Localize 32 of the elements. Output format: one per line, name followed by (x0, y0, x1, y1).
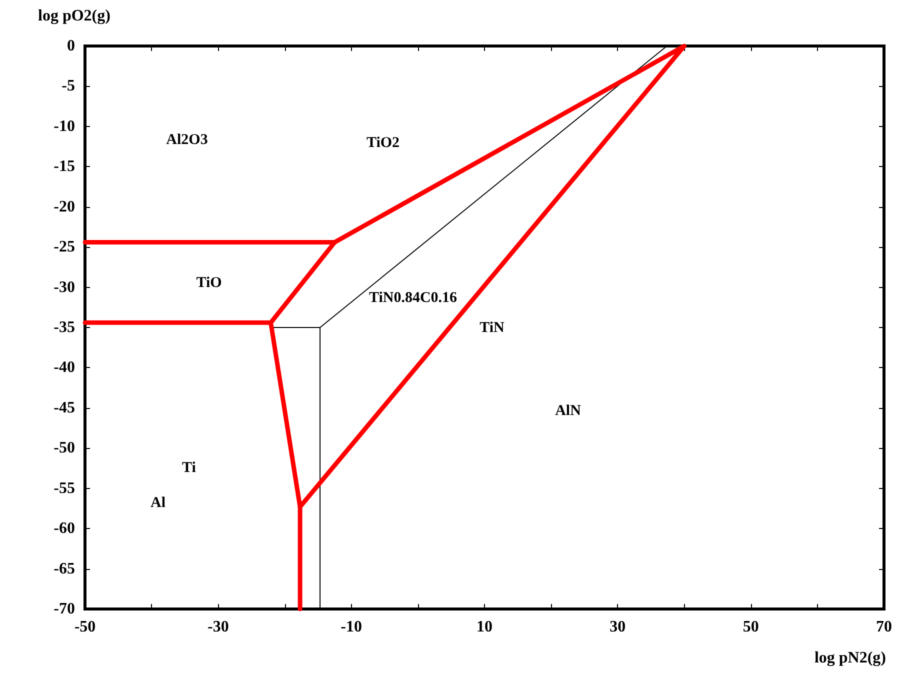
x-tick-label: 30 (610, 618, 626, 636)
x-tick-label: 10 (476, 618, 492, 636)
y-tick-label: -70 (54, 600, 75, 618)
annotation: Ti (182, 460, 196, 476)
y-tick-label: 0 (67, 38, 75, 54)
y-tick-label: -40 (54, 359, 75, 376)
y-tick-label: -20 (54, 198, 75, 216)
y-tick-label: -65 (54, 560, 75, 578)
x-tick-label: 70 (876, 618, 892, 636)
annotation: Al2O3 (166, 132, 208, 148)
y-tick-label: -15 (54, 158, 75, 176)
y-tick-label: -60 (54, 520, 75, 538)
x-axis-title: log pN2(g) (814, 650, 886, 666)
annotation: TiN0.84C0.16 (368, 290, 458, 306)
x-tick-label: -30 (208, 618, 229, 636)
y-tick-label: -50 (54, 440, 75, 457)
x-tick-label: 50 (742, 618, 759, 636)
y-tick-label: -35 (54, 319, 75, 336)
annotation: TiO2 (366, 135, 400, 151)
x-tick-label: -10 (340, 618, 362, 636)
y-tick-label: -30 (54, 278, 75, 296)
x-tick-label: -50 (74, 618, 96, 636)
annotation: Al (150, 495, 166, 511)
annotation: TiO (196, 275, 222, 291)
y-tick-label: -5 (62, 78, 75, 95)
annotation: AlN (555, 403, 582, 419)
y-tick-label: -25 (54, 238, 75, 256)
y-tick-label: -45 (54, 399, 75, 416)
annotation: TiN (480, 320, 505, 336)
y-tick-label: -55 (54, 480, 75, 497)
y-axis-title: log pO2(g) (38, 8, 110, 24)
y-tick-label: -10 (54, 118, 75, 135)
